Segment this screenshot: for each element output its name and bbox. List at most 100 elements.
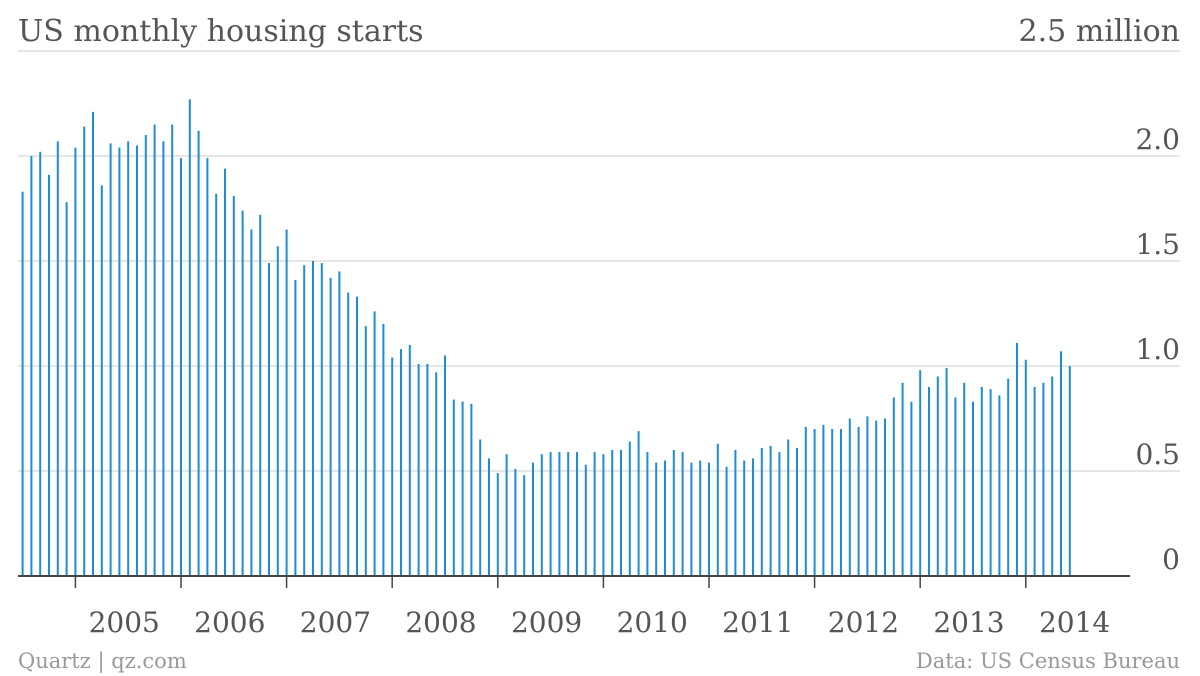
bar (285, 229, 288, 576)
bar (831, 429, 834, 576)
bar (760, 447, 763, 576)
bar (787, 439, 790, 576)
bar (1007, 378, 1010, 576)
gridlines (18, 50, 1180, 472)
bar (875, 420, 878, 576)
bar (1024, 359, 1027, 576)
bar (329, 277, 332, 576)
x-tick-label: 2010 (617, 606, 688, 639)
bar (30, 156, 33, 576)
bar (444, 355, 446, 576)
bar (928, 387, 930, 576)
x-tick-label: 2014 (1039, 606, 1110, 639)
bar (426, 363, 429, 576)
bar (294, 279, 297, 576)
bar (65, 202, 68, 576)
bar (681, 452, 684, 576)
x-tick-label: 2007 (300, 606, 371, 639)
bar (699, 460, 702, 576)
bar (628, 441, 631, 576)
bar (56, 141, 59, 577)
bar (250, 229, 253, 576)
bar (637, 431, 640, 576)
bar (954, 397, 957, 576)
y-tick-label: 0 (1162, 543, 1180, 576)
bar (620, 450, 622, 576)
bar (21, 191, 24, 576)
bar (611, 450, 614, 576)
y-axis-ticks: 0 0.5 1.0 1.5 2.0 (1135, 123, 1180, 576)
bar (461, 401, 464, 576)
bar (972, 401, 974, 576)
bar (866, 416, 869, 576)
x-tick-label: 2005 (89, 606, 160, 639)
x-tick-label: 2006 (194, 606, 265, 639)
bar (153, 124, 156, 576)
bar (83, 126, 86, 576)
bar (567, 452, 570, 576)
bar (373, 311, 376, 576)
bar (716, 443, 719, 576)
bar (584, 464, 587, 576)
bar (312, 261, 314, 576)
bar (505, 454, 508, 576)
chart-title: US monthly housing starts (18, 14, 424, 49)
bar (593, 452, 596, 576)
bar (268, 263, 270, 576)
bar (848, 418, 851, 576)
y-tick-label: 0.5 (1135, 438, 1180, 471)
bar (320, 263, 323, 576)
footer-source-left: Quartz | qz.com (18, 649, 187, 674)
bar (215, 193, 218, 577)
bar (136, 145, 138, 576)
bars (21, 99, 1071, 577)
bar (901, 382, 904, 576)
bar (241, 210, 244, 576)
bar (180, 158, 182, 576)
bar (39, 151, 42, 577)
y-tick-label: 1.0 (1135, 333, 1180, 366)
x-axis-ticks: 2005 2006 2007 2008 2009 2010 2011 2012 2013 2014 (74, 576, 1110, 639)
bar (144, 135, 147, 576)
bar (1051, 376, 1054, 576)
bar (224, 168, 226, 576)
bar (303, 265, 306, 576)
bar (796, 447, 798, 576)
x-tick-label: 2012 (828, 606, 899, 639)
bar (100, 185, 103, 576)
bar (514, 468, 517, 576)
bar (400, 349, 402, 576)
bar (822, 424, 825, 576)
x-tick-label: 2009 (511, 606, 582, 639)
bar (435, 372, 438, 576)
x-tick-label: 2011 (722, 606, 793, 639)
bar (364, 326, 367, 576)
bar (479, 439, 482, 576)
bar (276, 246, 279, 577)
bar (655, 462, 658, 576)
bar (672, 450, 675, 576)
bar (752, 458, 754, 576)
bar (919, 370, 922, 576)
bar (989, 389, 992, 576)
bar (523, 475, 526, 576)
bar (171, 124, 174, 576)
x-tick-label: 2013 (933, 606, 1004, 639)
bar (980, 387, 983, 576)
bar (1042, 382, 1045, 576)
bar (998, 395, 1001, 576)
bar (452, 399, 455, 576)
bar (945, 368, 948, 576)
y-tick-label: 1.5 (1135, 228, 1180, 261)
bar (162, 141, 165, 577)
bar (1016, 342, 1018, 576)
bar (778, 452, 781, 576)
bar (602, 454, 605, 576)
bar (356, 296, 358, 576)
bar (532, 462, 534, 576)
bar (549, 452, 552, 576)
bar (382, 324, 385, 576)
bar (338, 271, 341, 576)
bar (259, 214, 262, 577)
